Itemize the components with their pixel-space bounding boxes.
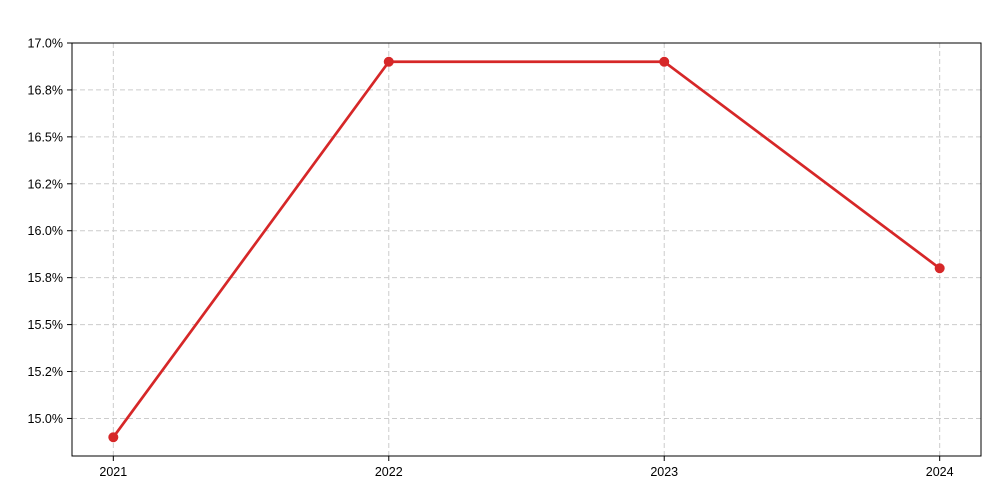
y-tick-label: 15.8% xyxy=(28,271,63,285)
y-tick-label: 15.2% xyxy=(28,365,63,379)
x-tick-label: 2022 xyxy=(375,465,403,479)
trend-line xyxy=(111,60,942,439)
x-tick-label: 2021 xyxy=(99,465,127,479)
x-tick-label: 2023 xyxy=(650,465,678,479)
y-tick-label: 16.5% xyxy=(28,130,63,144)
x-tick-label: 2024 xyxy=(926,465,954,479)
y-tick-label: 17.0% xyxy=(28,37,63,51)
y-tick-label: 16.2% xyxy=(28,177,63,191)
data-point-2023 xyxy=(659,56,670,67)
y-tick-label: 16.8% xyxy=(28,83,63,97)
y-tick-label: 15.0% xyxy=(28,412,63,426)
data-point-2022 xyxy=(383,56,394,67)
data-point-2024 xyxy=(934,263,945,274)
plot-frame xyxy=(71,42,982,457)
y-tick-label: 16.0% xyxy=(28,224,63,238)
data-point-2021 xyxy=(108,432,119,443)
y-tick-label: 15.5% xyxy=(28,318,63,332)
